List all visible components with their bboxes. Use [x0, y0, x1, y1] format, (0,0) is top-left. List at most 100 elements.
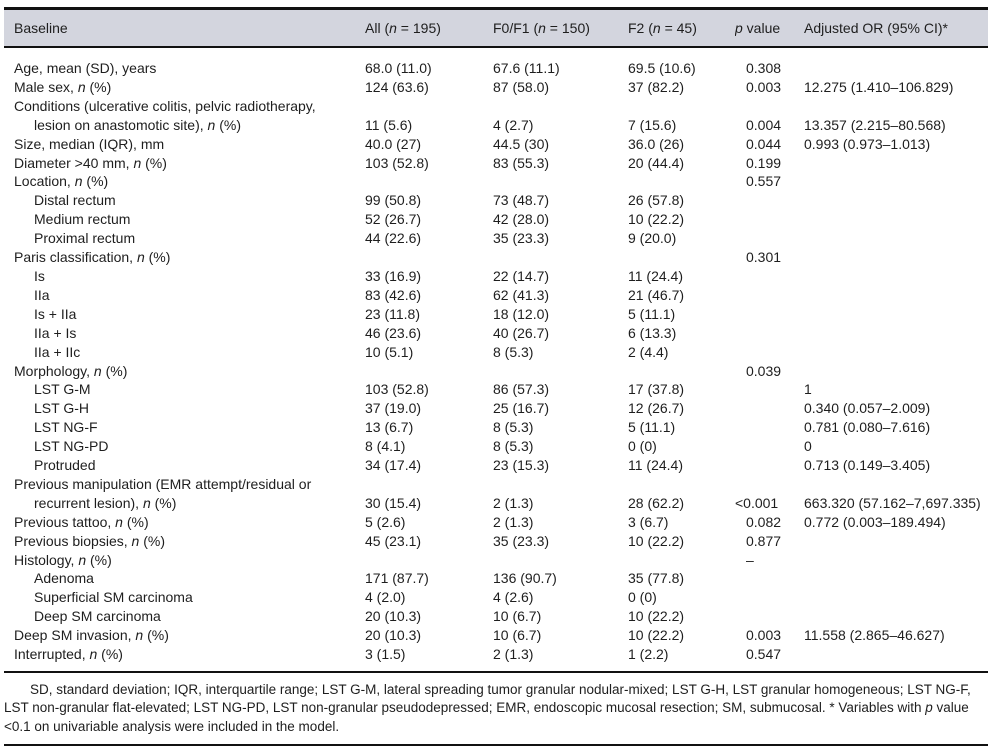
cell-f0f1: 2 (1.3) — [493, 513, 534, 530]
cell-all: 4 (2.0) — [365, 589, 406, 606]
cell-p-value — [735, 97, 804, 116]
table-row: Medium rectum 52 (26.7) 42 (28.0) 10 (22.2) — [4, 210, 988, 229]
cell-all: 33 (16.9) — [365, 267, 422, 284]
cell-f0f1: 86 (57.3) — [493, 381, 550, 398]
table-row: Deep SM invasion, n (%) 20 (10.3) 10 (6.7)… — [4, 626, 988, 645]
cell-p-value: 0.877 — [746, 532, 782, 549]
cell-f0f1: 87 (58.0) — [493, 78, 550, 95]
table-row: Paris classification, n (%) 0.301 — [4, 248, 988, 267]
cell-f2: 37 (82.2) — [628, 78, 685, 95]
table-row: Protruded 34 (17.4) 23 (15.3) 11 (24.4) 0.71… — [4, 456, 988, 475]
cell-f0f1: 23 (15.3) — [493, 457, 550, 474]
cell-adjusted-or: 0.781 (0.080–7.616) — [804, 419, 931, 436]
cell-all: 83 (42.6) — [365, 286, 422, 303]
cell-p-value: 0.082 — [746, 513, 782, 530]
table-row: lesion on anastomotic site), n (%) 11 (5.… — [4, 116, 988, 135]
row-label: LST G-M — [34, 381, 91, 398]
cell-f0f1: 136 (90.7) — [493, 570, 557, 587]
cell-p-value: 0.039 — [746, 362, 782, 379]
cell-adjusted-or: 0 — [804, 438, 812, 455]
cell-f0f1: 25 (16.7) — [493, 400, 550, 417]
cell-f2 — [628, 551, 735, 570]
cell-all — [365, 362, 493, 381]
cell-all: 40.0 (27) — [365, 135, 422, 152]
cell-adjusted-or: 663.320 (57.162–7,697.335) — [804, 494, 981, 511]
cell-f0f1: 83 (55.3) — [493, 154, 550, 171]
cell-p-value — [735, 210, 804, 229]
table-row: Previous tattoo, n (%) 5 (2.6) 2 (1.3) 3 (6… — [4, 513, 988, 532]
row-label: Medium rectum — [34, 211, 131, 228]
table-row: Interrupted, n (%) 3 (1.5) 2 (1.3) 1 (2.2) 0… — [4, 645, 988, 671]
mid-rule — [4, 671, 988, 673]
row-label: Histology, n (%) — [14, 551, 112, 568]
row-label: lesion on anastomotic site), n (%) — [34, 116, 241, 133]
table-row: Male sex, n (%) 124 (63.6) 87 (58.0) 37 (82… — [4, 78, 988, 97]
table-row: Superficial SM carcinoma 4 (2.0) 4 (2.6) 0 … — [4, 588, 988, 607]
cell-all: 11 (5.6) — [365, 116, 413, 133]
cell-adjusted-or — [804, 588, 988, 607]
cell-p-value: 0.003 — [746, 627, 782, 644]
cell-f2: 11 (24.4) — [628, 267, 683, 284]
col-header-f0f1: F0/F1 (n = 150) — [493, 10, 628, 48]
cell-f2: 0 (0) — [628, 438, 657, 455]
cell-f2: 1 (2.2) — [628, 646, 669, 663]
cell-f0f1: 2 (1.3) — [493, 646, 534, 663]
cell-p-value: 0.003 — [746, 78, 782, 95]
cell-adjusted-or — [804, 267, 988, 286]
table-row: Distal rectum 99 (50.8) 73 (48.7) 26 (57.8) — [4, 191, 988, 210]
cell-p-value: <0.001 — [735, 494, 779, 511]
cell-all: 20 (10.3) — [365, 627, 422, 644]
cell-all: 20 (10.3) — [365, 608, 422, 625]
cell-f0f1: 4 (2.7) — [493, 116, 534, 133]
row-label: Male sex, n (%) — [14, 78, 112, 95]
cell-f2: 2 (4.4) — [628, 343, 669, 360]
cell-f2: 26 (57.8) — [628, 192, 685, 209]
cell-all: 52 (26.7) — [365, 211, 422, 228]
cell-adjusted-or — [804, 191, 988, 210]
cell-adjusted-or — [804, 154, 988, 173]
cell-f2: 28 (62.2) — [628, 494, 685, 511]
row-label: Protruded — [34, 457, 96, 474]
row-label: Deep SM invasion, n (%) — [14, 627, 169, 644]
cell-all: 5 (2.6) — [365, 513, 406, 530]
cell-p-value: 0.301 — [746, 249, 782, 266]
table-row: Proximal rectum 44 (22.6) 35 (23.3) 9 (20.0… — [4, 229, 988, 248]
cell-p-value — [735, 305, 804, 324]
cell-f0f1 — [493, 551, 628, 570]
data-table: Baseline All (n = 195) F0/F1 (n = 150) F2 (… — [4, 10, 988, 671]
cell-adjusted-or — [804, 551, 988, 570]
cell-p-value: – — [746, 551, 754, 568]
cell-all: 44 (22.6) — [365, 230, 422, 247]
cell-all: 46 (23.6) — [365, 324, 422, 341]
cell-f2 — [628, 97, 735, 116]
cell-all: 13 (6.7) — [365, 419, 414, 436]
cell-adjusted-or: 12.275 (1.410–106.829) — [804, 78, 954, 95]
cell-f2: 20 (44.4) — [628, 154, 685, 171]
cell-p-value — [735, 324, 804, 343]
cell-all: 103 (52.8) — [365, 154, 429, 171]
cell-f2: 5 (11.1) — [628, 419, 676, 436]
cell-p-value — [735, 286, 804, 305]
cell-adjusted-or — [804, 210, 988, 229]
row-label: Size, median (IQR), mm — [14, 135, 165, 152]
cell-all: 34 (17.4) — [365, 457, 422, 474]
cell-f2: 36.0 (26) — [628, 135, 685, 152]
cell-f2: 9 (20.0) — [628, 230, 677, 247]
cell-p-value — [735, 399, 804, 418]
row-label: Superficial SM carcinoma — [34, 589, 193, 606]
table-row: IIa + IIc 10 (5.1) 8 (5.3) 2 (4.4) — [4, 343, 988, 362]
cell-adjusted-or — [804, 47, 988, 78]
table-row: LST NG-F 13 (6.7) 8 (5.3) 5 (11.1) 0.781 (0.… — [4, 418, 988, 437]
cell-adjusted-or — [804, 305, 988, 324]
table-row: LST NG-PD 8 (4.1) 8 (5.3) 0 (0) 0 — [4, 437, 988, 456]
cell-f0f1: 35 (23.3) — [493, 532, 550, 549]
cell-f2: 21 (46.7) — [628, 286, 685, 303]
cell-f2: 10 (22.2) — [628, 627, 685, 644]
row-label: Is + IIa — [34, 305, 77, 322]
cell-adjusted-or — [804, 607, 988, 626]
bottom-rule — [4, 744, 988, 746]
cell-p-value — [735, 475, 804, 494]
table-row: IIa 83 (42.6) 62 (41.3) 21 (46.7) — [4, 286, 988, 305]
cell-p-value — [735, 437, 804, 456]
cell-f0f1: 2 (1.3) — [493, 494, 534, 511]
